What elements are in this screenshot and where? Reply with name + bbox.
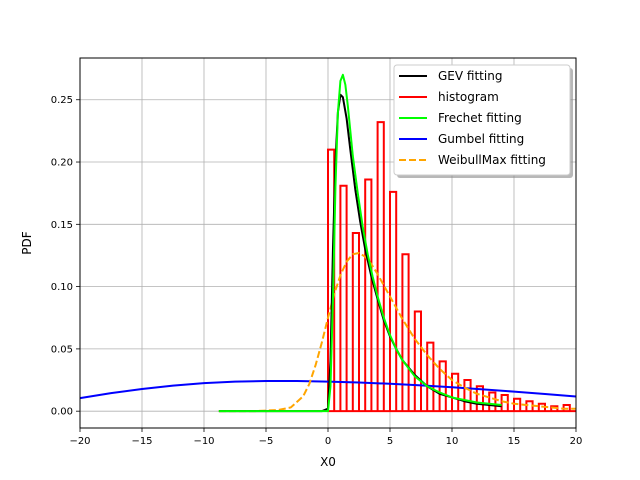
histogram-bar — [413, 310, 422, 412]
y-tick-label: 0.25 — [51, 95, 73, 106]
histogram-bar — [475, 385, 484, 412]
y-tick-label: 0.00 — [51, 407, 73, 418]
plot-area — [79, 73, 577, 413]
legend-box — [393, 64, 571, 176]
histogram-bar — [401, 253, 410, 412]
x-tick-label: 0 — [325, 436, 331, 447]
x-tick-label: 20 — [570, 436, 583, 447]
histogram-bar — [426, 341, 435, 412]
legend-label: Frechet fitting — [438, 111, 522, 125]
x-tick-label: 5 — [387, 436, 393, 447]
histogram-bar — [389, 190, 398, 412]
x-tick-label: 15 — [508, 436, 521, 447]
x-axis-label: X0 — [320, 455, 336, 469]
frechet-fitting-line — [218, 73, 502, 413]
legend-label: GEV fitting — [438, 69, 502, 83]
ticks: −20 −15 −10 −5 0 5 10 15 20 0.00 0.05 0.10 0.15 0.20 0… — [51, 95, 583, 447]
histogram-bar — [463, 379, 472, 412]
x-tick-label: −5 — [259, 436, 274, 447]
y-tick-label: 0.15 — [51, 220, 73, 231]
y-axis-label: PDF — [20, 231, 34, 254]
histogram-bar — [351, 232, 360, 412]
legend-label: WeibullMax fitting — [438, 153, 546, 167]
histogram-bar — [339, 184, 348, 412]
gumbel-fitting-line — [79, 380, 577, 400]
legend: GEV fitting histogram Frechet fitting Gumbe… — [393, 64, 573, 178]
histogram-bar — [364, 178, 373, 412]
histogram-bar — [513, 397, 522, 412]
histogram-series — [327, 121, 576, 413]
histogram-bar — [376, 121, 385, 412]
y-tick-label: 0.20 — [51, 158, 73, 169]
legend-label: Gumbel fitting — [438, 132, 524, 146]
x-tick-label: −20 — [69, 436, 90, 447]
y-tick-label: 0.05 — [51, 344, 73, 355]
x-tick-label: 10 — [446, 436, 459, 447]
x-tick-label: −15 — [131, 436, 152, 447]
histogram-bar — [451, 372, 460, 412]
legend-label: histogram — [438, 90, 499, 104]
weibullmax-fitting-line — [218, 251, 576, 413]
y-tick-label: 0.10 — [51, 282, 73, 293]
x-tick-label: −10 — [193, 436, 214, 447]
histogram-bar — [488, 391, 497, 412]
